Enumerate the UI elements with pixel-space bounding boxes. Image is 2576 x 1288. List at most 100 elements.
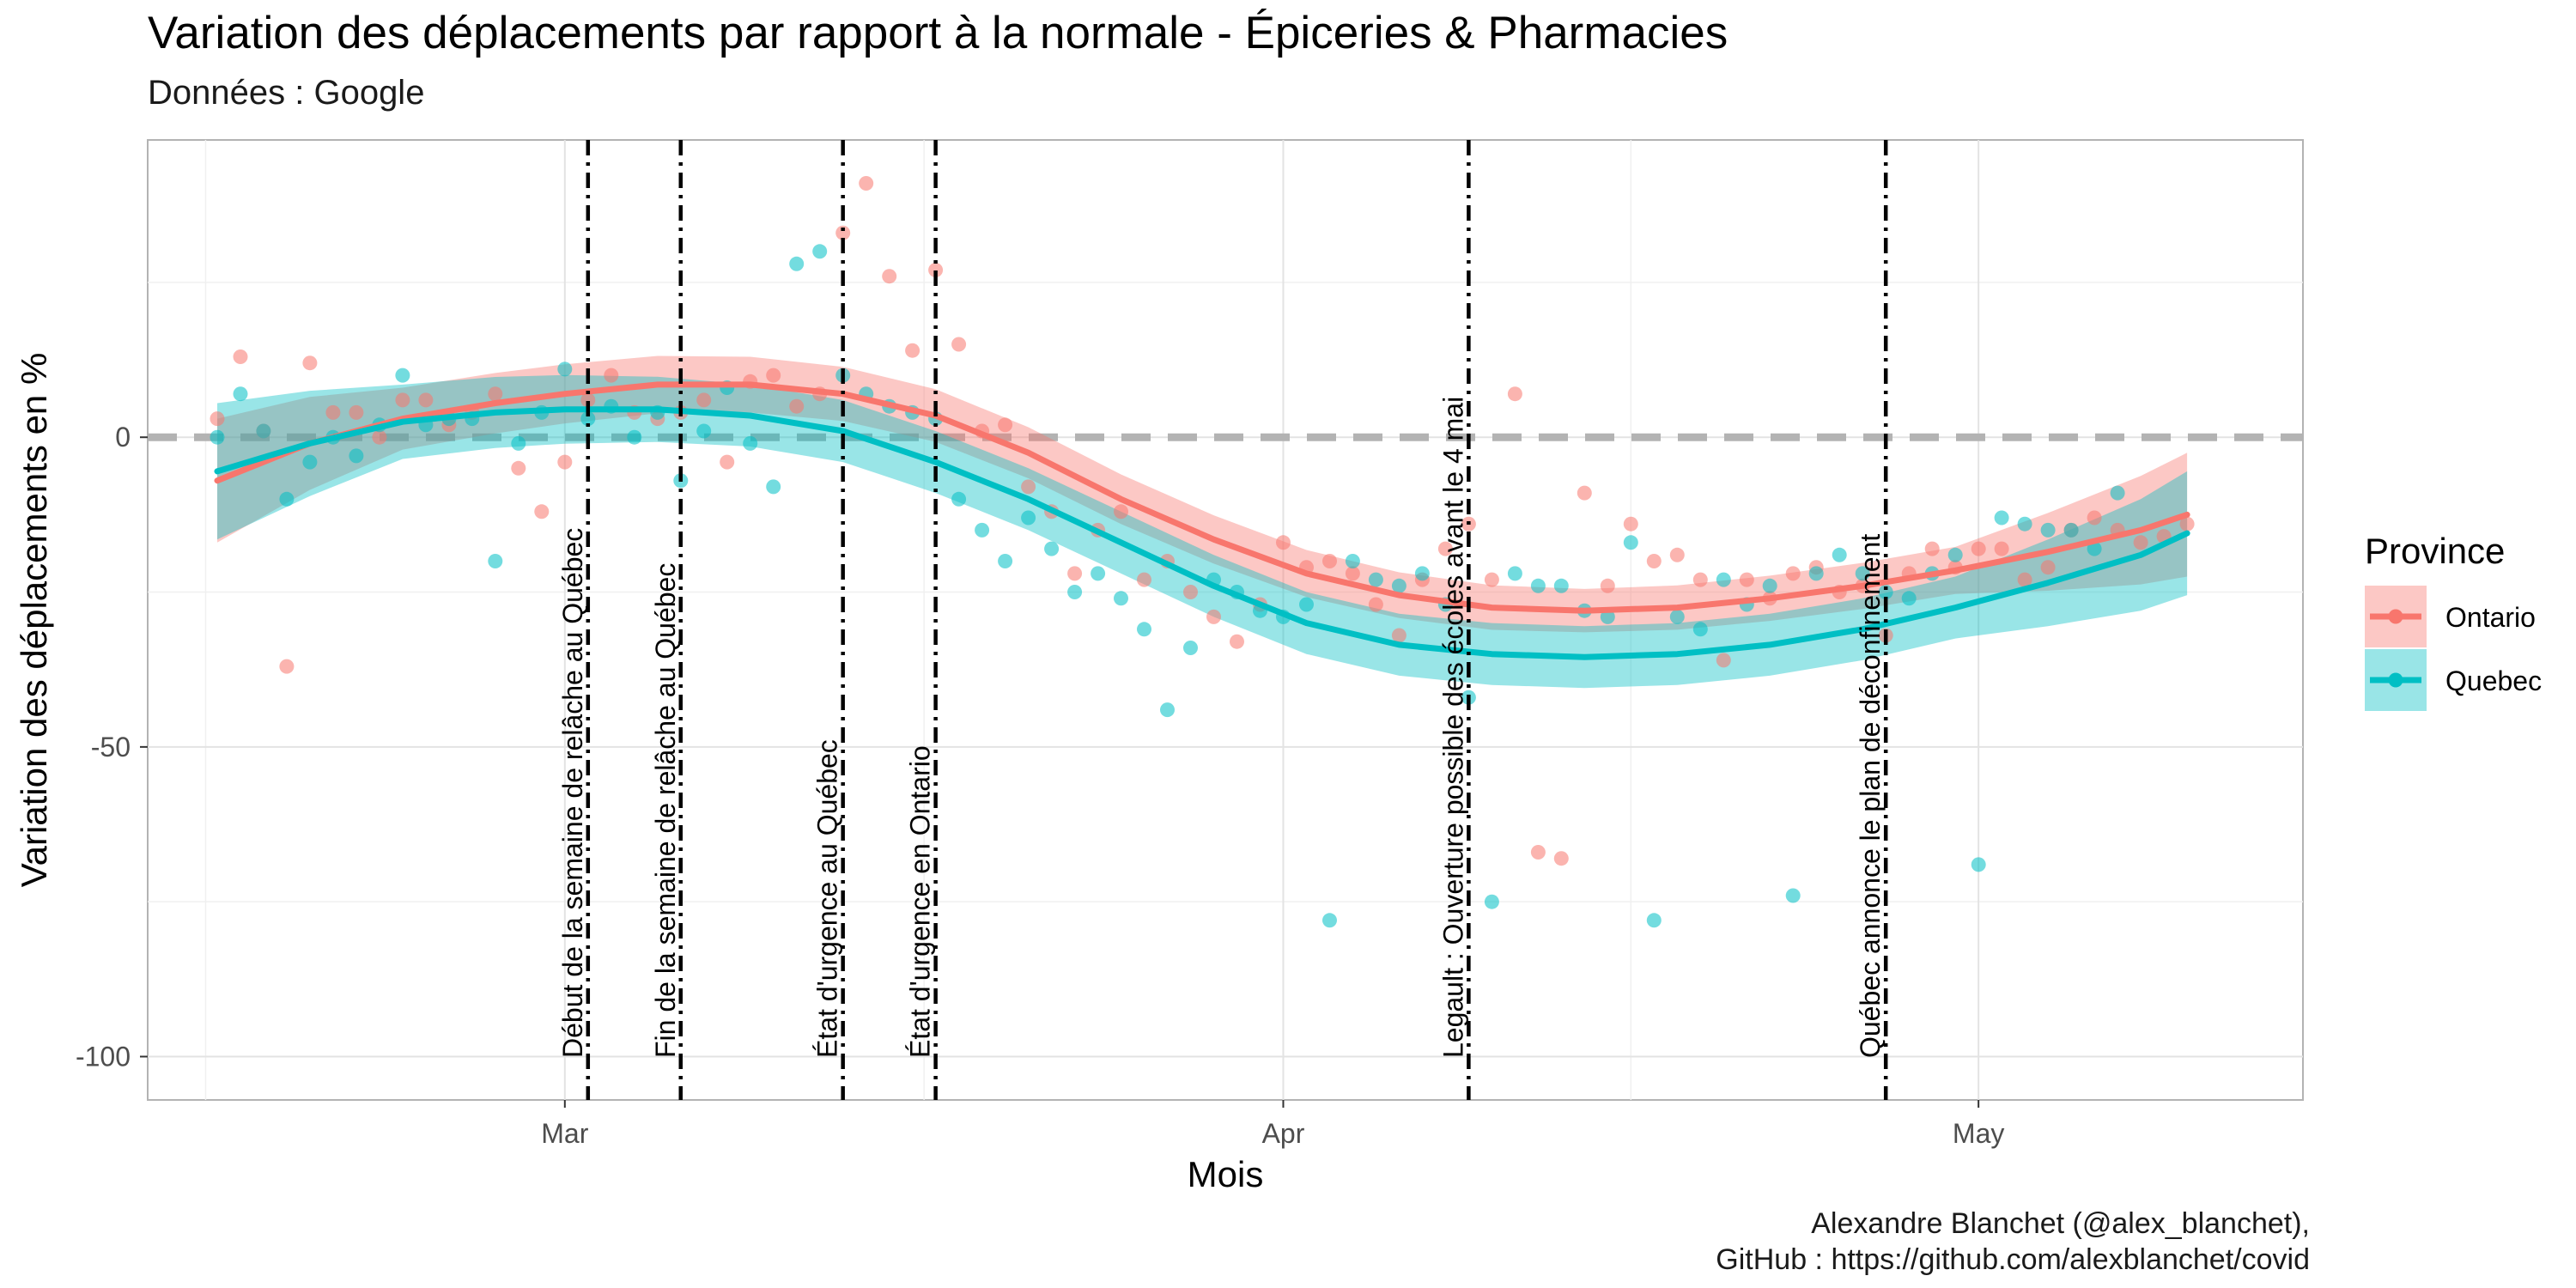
data-point-quebec: [279, 491, 295, 507]
data-point-ontario: [511, 460, 526, 476]
data-point-ontario: [2179, 516, 2195, 532]
plot-panel: [147, 139, 2304, 1101]
data-point-ontario: [928, 263, 944, 277]
data-point-ontario: [766, 368, 781, 383]
data-point-ontario: [1924, 541, 1940, 556]
data-point-ontario: [210, 411, 225, 427]
data-point-ontario: [1276, 535, 1291, 550]
data-point-ontario: [1692, 572, 1708, 587]
data-point-ontario: [1114, 504, 1128, 519]
data-point-quebec: [627, 429, 642, 445]
data-point-quebec: [743, 435, 758, 451]
x-tick-label: May: [1953, 1118, 2004, 1149]
data-point-ontario: [488, 386, 503, 402]
data-point-quebec: [1901, 591, 1917, 606]
x-axis-title: Mois: [1188, 1154, 1264, 1194]
data-point-ontario: [1067, 566, 1083, 581]
data-point-quebec: [1855, 566, 1870, 581]
data-point-quebec: [789, 256, 805, 271]
legend-label-quebec: Quebec: [2445, 665, 2542, 696]
data-point-ontario: [1623, 516, 1638, 532]
data-point-ontario: [2087, 510, 2102, 526]
event-label: Québec annonce le plan de déconfinement: [1855, 534, 1886, 1058]
caption-line: Alexandre Blanchet (@alex_blanchet),: [1811, 1207, 2310, 1240]
point-layer: [210, 176, 2195, 928]
smooth-line-layer: [214, 381, 2190, 660]
event-label: Fin de la semaine de relâche au Québec: [650, 563, 681, 1058]
y-tick-label: 0: [115, 422, 131, 453]
data-point-ontario: [1206, 609, 1221, 624]
data-point-ontario: [325, 404, 341, 420]
data-point-ontario: [418, 392, 434, 408]
data-point-ontario: [1577, 485, 1592, 501]
data-point-ontario: [1230, 634, 1244, 649]
data-point-ontario: [534, 504, 550, 519]
data-point-ontario: [905, 343, 920, 358]
y-axis-title: Variation des déplacements en %: [14, 353, 54, 888]
data-point-ontario: [1021, 479, 1036, 495]
data-point-quebec: [1091, 566, 1106, 581]
smooth-line-quebec: [214, 406, 2190, 660]
ci-band-layer: [217, 355, 2188, 689]
data-point-ontario: [720, 454, 735, 470]
axis-layer: Mar Apr May -100 -50 0: [76, 422, 2004, 1149]
data-point-ontario: [696, 392, 712, 408]
data-point-quebec: [256, 423, 271, 439]
data-point-quebec: [580, 411, 596, 427]
data-point-quebec: [1971, 857, 1986, 872]
legend-title: Province: [2365, 531, 2505, 571]
data-point-quebec: [557, 361, 573, 377]
data-point-ontario: [1785, 566, 1801, 581]
data-point-quebec: [2063, 522, 2079, 538]
data-point-ontario: [882, 269, 897, 284]
data-point-quebec: [1762, 578, 1777, 593]
data-point-quebec: [696, 423, 712, 439]
data-point-ontario: [372, 429, 387, 445]
data-point-quebec: [1832, 547, 1847, 562]
data-point-quebec: [1021, 510, 1036, 526]
chart-subtitle: Données : Google: [148, 74, 425, 112]
event-label: Legault : Ouverture possible des écoles …: [1437, 397, 1468, 1058]
data-point-ontario: [233, 349, 248, 364]
data-point-ontario: [1183, 585, 1198, 599]
data-point-quebec: [1067, 585, 1083, 599]
data-point-ontario: [557, 454, 573, 470]
data-point-ontario: [2017, 572, 2032, 587]
data-point-ontario: [604, 368, 619, 383]
legend: Province Ontario Quebec: [2365, 531, 2542, 711]
data-point-quebec: [812, 244, 828, 259]
data-point-quebec: [1391, 578, 1406, 593]
data-point-quebec: [1484, 894, 1499, 909]
data-point-quebec: [2017, 516, 2032, 532]
data-point-ontario: [580, 392, 596, 408]
smooth-line-ontario: [214, 381, 2190, 614]
y-tick-label: -100: [76, 1042, 131, 1072]
legend-label-ontario: Ontario: [2445, 602, 2536, 633]
data-point-ontario: [1484, 572, 1499, 587]
data-point-quebec: [1414, 566, 1430, 581]
data-point-quebec: [1299, 597, 1314, 612]
data-point-ontario: [998, 417, 1013, 433]
data-point-ontario: [1669, 547, 1685, 562]
x-tick-label: Apr: [1262, 1118, 1305, 1149]
caption-line: GitHub : https://github.com/alexblanchet…: [1716, 1243, 2310, 1276]
x-tick-label: Mar: [541, 1118, 588, 1149]
data-point-quebec: [488, 554, 503, 568]
data-point-quebec: [1160, 702, 1175, 718]
data-point-quebec: [1530, 578, 1546, 593]
data-point-ontario: [1739, 572, 1754, 587]
data-point-ontario: [1600, 578, 1615, 593]
data-point-quebec: [1044, 541, 1060, 556]
ci-band-quebec: [217, 374, 2188, 689]
data-point-ontario: [349, 404, 364, 420]
event-label: État d'urgence au Québec: [812, 739, 843, 1058]
data-point-quebec: [511, 435, 526, 451]
data-point-quebec: [1808, 566, 1824, 581]
data-point-quebec: [1878, 585, 1893, 599]
data-point-quebec: [1785, 888, 1801, 903]
data-point-ontario: [1368, 597, 1383, 612]
data-point-quebec: [766, 479, 781, 495]
data-point-quebec: [1114, 591, 1128, 606]
data-point-quebec: [975, 522, 990, 538]
